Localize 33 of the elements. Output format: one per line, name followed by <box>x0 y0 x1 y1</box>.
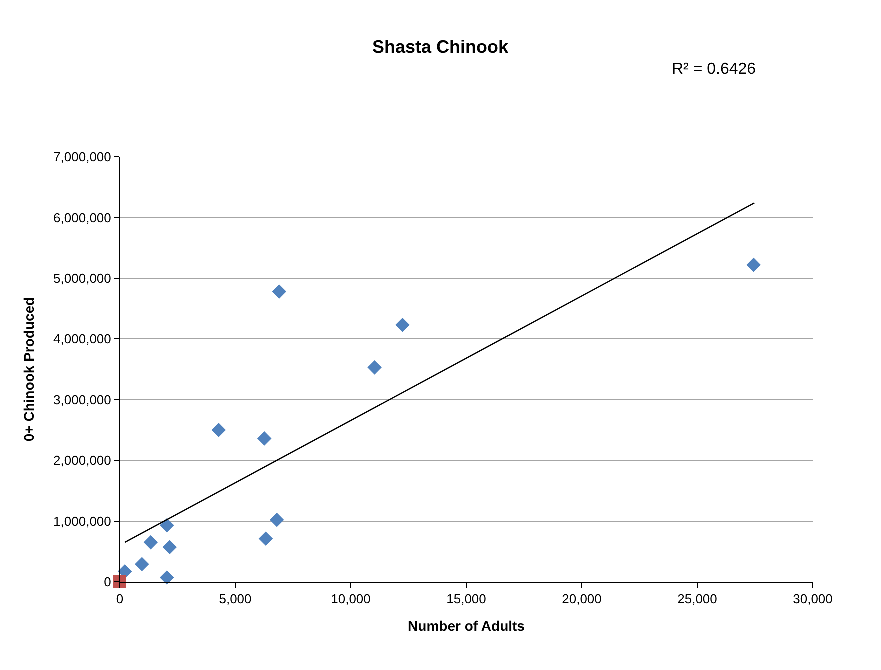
point <box>144 535 158 550</box>
y-tick-label: 4,000,000 <box>54 332 112 347</box>
point <box>114 576 126 588</box>
x-tick-label: 0 <box>116 592 124 607</box>
point <box>272 284 287 299</box>
point <box>160 518 174 533</box>
x-tick-label: 25,000 <box>678 592 718 607</box>
text: R² = 0.6426 <box>672 61 756 78</box>
y-tick-label: 7,000,000 <box>54 150 112 165</box>
point <box>746 258 762 272</box>
x-axis-title: Number of Adults <box>408 618 526 634</box>
y-tick-label: 0 <box>104 574 112 590</box>
point <box>257 432 272 446</box>
x-tick-label: 10,000 <box>331 592 371 607</box>
point <box>270 512 284 528</box>
y-axis-title: 0+ Chinook Produced <box>21 297 38 442</box>
y-tick-label: 3,000,000 <box>54 392 112 408</box>
x-tick-label: 15,000 <box>446 592 486 607</box>
y-tick-label: 2,000,000 <box>54 453 112 468</box>
point <box>368 360 382 375</box>
point <box>258 532 274 546</box>
point <box>135 557 150 572</box>
point <box>396 318 410 332</box>
x-tick-label: 5,000 <box>219 592 252 607</box>
y-tick-label: 6,000,000 <box>54 210 112 226</box>
x-tick-label: 20,000 <box>562 592 602 607</box>
x-tick-label: 30,000 <box>793 592 833 607</box>
point <box>160 570 174 585</box>
point <box>212 423 226 438</box>
y-tick-label: 5,000,000 <box>54 270 112 286</box>
y-tick-label: 1,000,000 <box>54 514 112 529</box>
point <box>162 540 178 555</box>
chart-title: Shasta Chinook <box>372 36 510 57</box>
